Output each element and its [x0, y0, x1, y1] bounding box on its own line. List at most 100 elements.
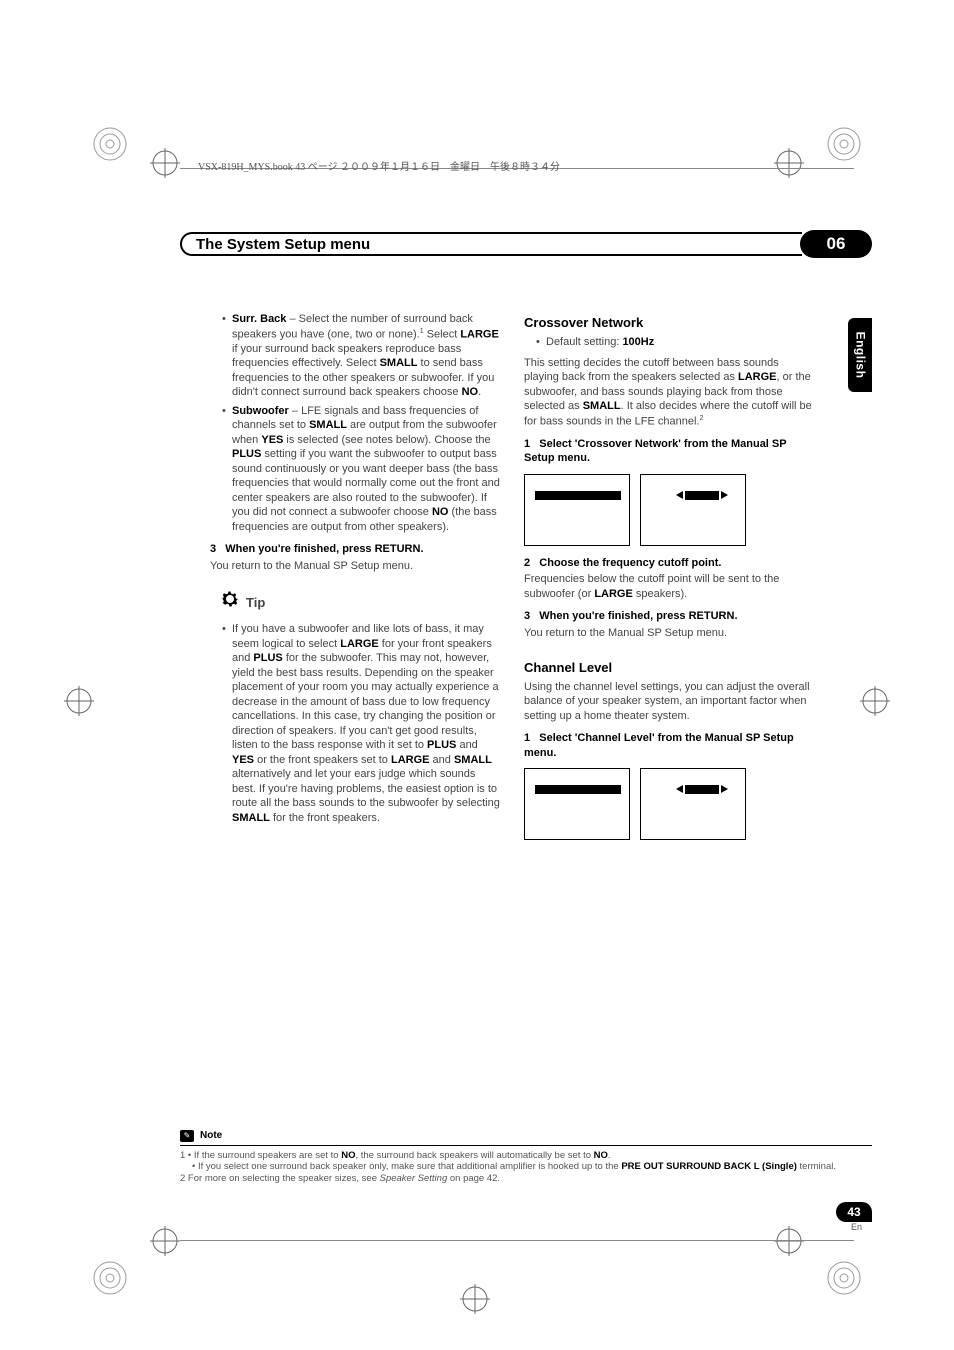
screen-box: [640, 768, 746, 840]
screen-box: [524, 768, 630, 840]
regmark-br: [824, 1258, 864, 1298]
chapter-number: 06: [800, 230, 872, 258]
step3: 3 When you're finished, press RETURN.: [210, 542, 500, 557]
surrback-large: LARGE: [460, 328, 499, 340]
tip-and2: and: [429, 754, 453, 766]
channel-level-heading: Channel Level: [524, 659, 814, 676]
cross-s1-num: 1: [524, 438, 530, 450]
screen-box: [640, 474, 746, 546]
chlvl-s1-num: 1: [524, 732, 530, 744]
tip-yes: YES: [232, 754, 254, 766]
regmark-tr: [824, 124, 864, 164]
surrback-b2d: .: [478, 386, 481, 398]
fn1-preout: PRE OUT SURROUND BACK L (Single): [621, 1161, 797, 1172]
tip-b4: or the front speakers set to: [254, 754, 391, 766]
sub-label: Subwoofer: [232, 405, 289, 417]
surrback-small: SMALL: [380, 357, 418, 369]
fn2a: For more on selecting the speaker sizes,…: [185, 1173, 379, 1184]
sub-small: SMALL: [309, 419, 347, 431]
sub-plus: PLUS: [232, 448, 261, 460]
fn1d: • If you select one surround back speake…: [192, 1161, 621, 1172]
header-pill: The System Setup menu: [180, 232, 802, 256]
tip-plus: PLUS: [253, 652, 282, 664]
fn1a: • If the surround speakers are set to: [185, 1150, 341, 1161]
fn1b: , the surround back speakers will automa…: [355, 1150, 593, 1161]
channel-level-para: Using the channel level settings, you ca…: [524, 680, 814, 724]
regmark-tr2: [774, 148, 804, 178]
surrback-b2a: Select: [424, 328, 461, 340]
triangle-left-icon: [676, 785, 683, 793]
note-icon: ✎: [180, 1130, 194, 1142]
step3-title: When you're finished, press RETURN.: [225, 543, 423, 555]
tip-and1: and: [456, 739, 477, 751]
fn1-no1: NO: [341, 1150, 355, 1161]
left-column: Surr. Back – Select the number of surrou…: [210, 312, 500, 827]
cross-s3-body: You return to the Manual SP Setup menu.: [524, 626, 814, 641]
tip-plus2: PLUS: [427, 739, 456, 751]
screen-box: [524, 474, 630, 546]
crossover-heading: Crossover Network: [524, 314, 814, 331]
triangle-left-icon: [676, 491, 683, 499]
tip-b6: for the front speakers.: [270, 812, 380, 824]
cross-step3: 3 When you're finished, press RETURN.: [524, 609, 814, 624]
triangle-right-icon: [721, 785, 728, 793]
gear-icon: [220, 589, 240, 616]
black-bar: [685, 785, 719, 794]
cross-small: SMALL: [583, 400, 621, 412]
cross-step2: 2 Choose the frequency cutoff point.: [524, 556, 814, 571]
crossover-screens: [524, 474, 814, 546]
cross-bullet-b: 100Hz: [622, 336, 654, 348]
footnote-2: 2 For more on selecting the speaker size…: [180, 1173, 872, 1185]
regmark-tl2: [150, 148, 180, 178]
cross-s2-body: Frequencies below the cutoff point will …: [524, 572, 814, 601]
tip-bullet: If you have a subwoofer and like lots of…: [220, 622, 500, 825]
step3-num: 3: [210, 543, 216, 555]
chapter-header: The System Setup menu 06: [180, 232, 872, 260]
black-bar: [535, 785, 621, 794]
regmark-mr: [860, 686, 890, 716]
tip-b3: for the subwoofer. This may not, however…: [232, 652, 499, 751]
tip-label: Tip: [246, 594, 265, 611]
surrback-label: Surr. Back: [232, 313, 286, 325]
fn1-no2: NO: [594, 1150, 608, 1161]
cross-s3-title: When you're finished, press RETURN.: [539, 610, 737, 622]
note-label: Note: [200, 1130, 222, 1143]
cs2b: speakers).: [633, 588, 687, 600]
regmark-tl: [90, 124, 130, 164]
footnote-rule: [180, 1145, 872, 1146]
tip-small: SMALL: [454, 754, 492, 766]
footnote-area: ✎ Note 1 • If the surround speakers are …: [180, 1130, 872, 1185]
black-bar: [685, 491, 719, 500]
cross-step1: 1 Select 'Crossover Network' from the Ma…: [524, 437, 814, 466]
cross-s3-num: 3: [524, 610, 530, 622]
tip-small2: SMALL: [232, 812, 270, 824]
right-column: Crossover Network Default setting: 100Hz…: [524, 312, 814, 850]
page-number: 43 En: [802, 1202, 872, 1230]
header-title: The System Setup menu: [196, 236, 370, 253]
fn2b: on page 42.: [447, 1173, 500, 1184]
tip-large2: LARGE: [391, 754, 430, 766]
page-number-badge: 43: [836, 1202, 872, 1222]
regmark-br2: [774, 1226, 804, 1256]
language-tab: English: [848, 318, 872, 392]
crossover-default: Default setting: 100Hz: [534, 335, 814, 350]
cross-s2-title: Choose the frequency cutoff point.: [539, 557, 721, 569]
regmark-bc: [460, 1284, 490, 1314]
bullet-surrback: Surr. Back – Select the number of surrou…: [220, 312, 500, 400]
black-bar: [535, 491, 621, 500]
cross-s2-num: 2: [524, 557, 530, 569]
crop-line-bottom: [180, 1240, 854, 1241]
tip-b5: alternatively and let your ears judge wh…: [232, 768, 500, 809]
cross-s1-title: Select 'Crossover Network' from the Manu…: [524, 438, 786, 465]
regmark-bl: [90, 1258, 130, 1298]
file-path: VSX-819H_MYS.book 43 ページ ２００９年１月１６日 金曜日 …: [198, 158, 560, 173]
regmark-bl2: [150, 1226, 180, 1256]
fn2-ital: Speaker Setting: [380, 1173, 448, 1184]
cross-bullet-a: Default setting:: [546, 336, 622, 348]
sub-b3: is selected (see notes below). Choose th…: [283, 434, 490, 446]
footnote-1a: 1 • If the surround speakers are set to …: [180, 1150, 872, 1162]
tip-large: LARGE: [340, 638, 379, 650]
fn1c: .: [608, 1150, 611, 1161]
note-header: ✎ Note: [180, 1130, 872, 1143]
surrback-no: NO: [462, 386, 479, 398]
